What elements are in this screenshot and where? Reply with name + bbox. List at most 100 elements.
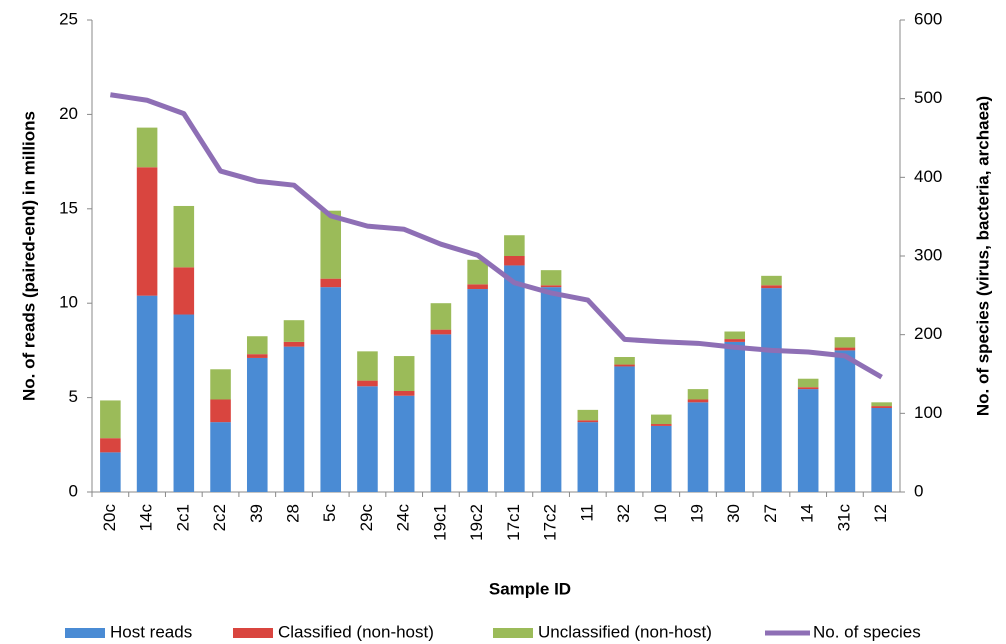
bar-segment [687,389,709,400]
bar-segment [100,438,121,453]
y2-tick-label: 500 [914,88,942,107]
bar-segment [430,303,452,330]
x-tick-label: 32 [614,504,633,523]
bar-segment [320,278,342,288]
bar-segment [724,331,746,340]
bar-segment [724,339,746,342]
x-tick-label: 30 [724,504,743,523]
bar-segment [393,395,415,492]
y-tick-label: 5 [69,387,78,406]
bar-segment [797,389,819,492]
bar-segment [687,402,709,492]
x-tick-label: 2c1 [173,504,192,531]
bar-segment [834,337,856,348]
legend-label: No. of species [813,622,921,641]
bar-segment [210,369,231,400]
legend-swatch [233,628,273,638]
x-tick-label: 10 [651,504,670,523]
bar-segment [173,205,195,268]
bar-segment [210,399,231,423]
x-tick-label: 28 [283,504,302,523]
bar-segment [357,380,378,387]
bar-segment [540,285,562,288]
y2-tick-label: 400 [914,167,942,186]
y-tick-label: 25 [59,9,78,28]
bar-segment [577,422,599,492]
bar-segment [797,387,819,390]
bar-segment [430,329,452,335]
bar-segment [650,414,672,425]
bar-segment [173,267,195,315]
legend-label: Host reads [110,622,192,641]
bar-segment [467,284,488,290]
bar-segment [357,351,378,381]
bar-segment [283,320,305,342]
bar-segment [540,270,562,286]
bar-segment [871,406,892,408]
bar-segment [100,452,121,492]
bar-segment [357,386,378,492]
bar-segment [761,288,782,492]
bar-segment [430,334,452,492]
bar-segment [650,425,672,492]
x-tick-label: 11 [577,504,596,522]
x-tick-label: 17c2 [541,504,560,541]
bar-segment [210,422,231,492]
bar-segment [614,366,635,492]
y-tick-label: 10 [59,293,78,312]
bar-segment [467,289,488,492]
legend-swatch [65,628,105,638]
bar-segment [246,336,268,355]
y-axis-title: No. of reads (paired-end) in millions [19,111,38,401]
y2-tick-label: 0 [914,481,923,500]
x-tick-label: 20c [100,504,119,532]
x-tick-label: 19c1 [430,504,449,541]
bar-segment [393,356,415,391]
bar-segment [650,424,672,426]
bar-segment [761,285,782,289]
x-tick-label: 19c2 [467,504,486,541]
x-tick-label: 14c [137,504,156,532]
bar-segment [797,378,819,388]
x-axis-title: Sample ID [489,579,571,598]
y-tick-label: 20 [59,104,78,123]
x-tick-label: 17c1 [504,504,523,541]
bar-segment [834,350,856,492]
bar-segment [320,287,342,492]
bar-segment [467,259,488,285]
y-tick-label: 15 [59,198,78,217]
bar-segment [614,364,635,367]
y2-tick-label: 200 [914,324,942,343]
y-tick-label: 0 [69,481,78,500]
bar-segment [504,235,525,256]
bar-segment [136,167,158,296]
bar-segment [246,354,268,358]
bar-segment [871,407,892,492]
x-tick-label: 5c [320,504,339,522]
bar-segment [136,295,158,492]
x-tick-label: 27 [761,504,780,523]
bar-segment [504,256,525,266]
y2-axis-title: No. of species (virus, bacteria, archaea… [973,96,992,416]
x-tick-label: 29c [357,504,376,532]
bar-segment [504,265,525,492]
x-tick-label: 19 [687,504,706,523]
legend-swatch [493,628,533,638]
bar-segment [283,346,305,492]
x-tick-label: 24c [394,504,413,532]
bar-segment [393,390,415,396]
y2-tick-label: 600 [914,9,942,28]
y2-tick-label: 300 [914,245,942,264]
bar-segment [724,341,746,492]
bar-segment [283,341,305,347]
bar-segment [320,210,342,279]
x-tick-label: 39 [247,504,266,523]
x-tick-label: 2c2 [210,504,229,531]
bar-segment [614,357,635,365]
bar-segment [100,400,121,439]
bar-segment [577,409,599,421]
y2-tick-label: 100 [914,403,942,422]
bar-segment [577,420,599,423]
bar-segment [246,357,268,492]
bar-segment [136,127,158,168]
